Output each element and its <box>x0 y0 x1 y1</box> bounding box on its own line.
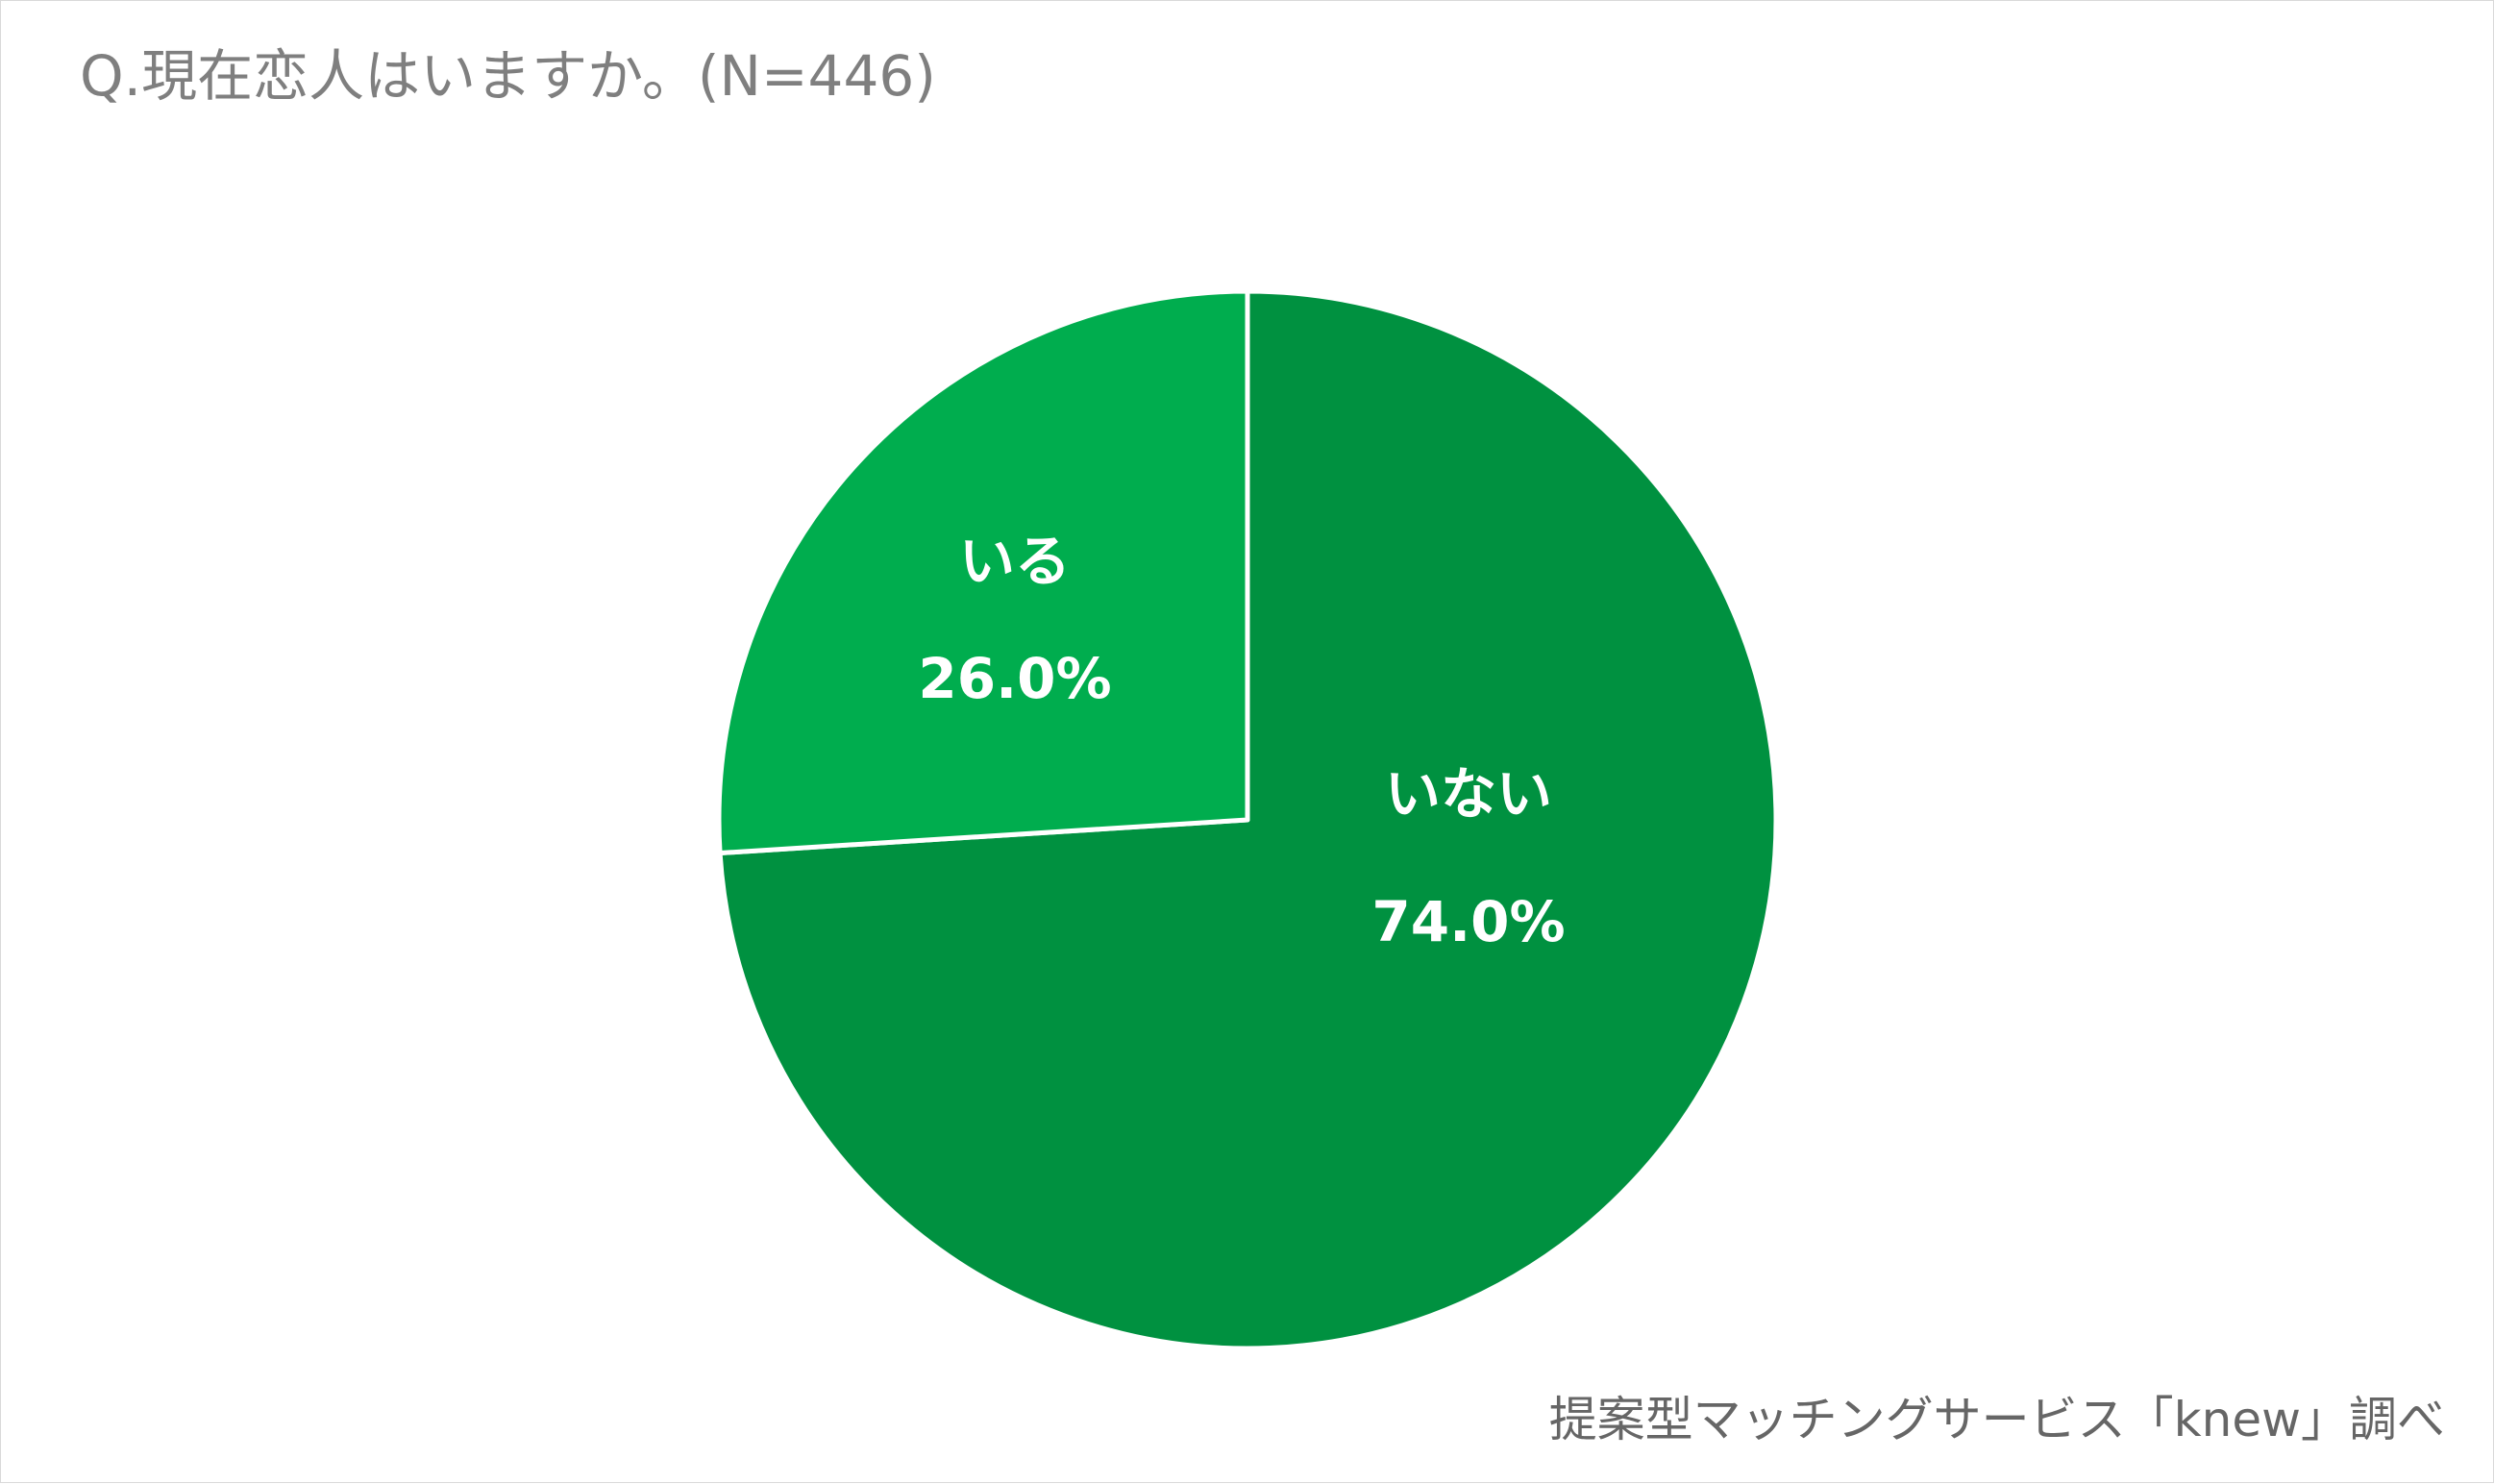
pie-slices <box>716 288 1779 1351</box>
pie-slice-iru <box>716 288 1250 856</box>
chart-source: 提案型マッチングサービス「knew」調べ <box>1548 1392 2445 1447</box>
chart-title: Q.現在恋人はいますか。(N=446) <box>80 43 936 109</box>
slice-value-label: 26.0% <box>918 646 1111 711</box>
pie-labels: いない 74.0% いる 26.0% <box>918 529 1565 954</box>
slice-value-label: 74.0% <box>1371 889 1565 954</box>
slice-category-label: いない <box>1385 761 1552 827</box>
slice-category-label: いる <box>959 529 1071 594</box>
